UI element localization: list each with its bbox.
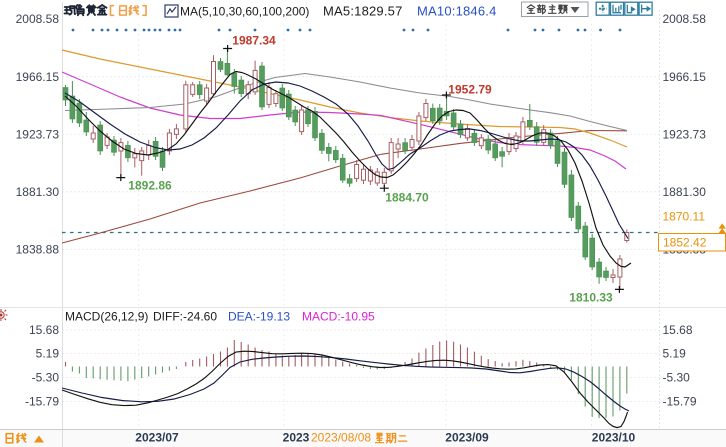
svg-text:15.68: 15.68 xyxy=(663,323,693,337)
svg-text:5.19: 5.19 xyxy=(663,347,687,361)
svg-text:2008.58: 2008.58 xyxy=(16,12,60,26)
svg-text:MACD(26,12,9): MACD(26,12,9) xyxy=(65,310,148,324)
svg-text:-15.79: -15.79 xyxy=(663,395,697,409)
svg-text:2023/10: 2023/10 xyxy=(592,430,636,444)
svg-text:DIFF:-24.60: DIFF:-24.60 xyxy=(153,310,217,324)
svg-text:1881.30: 1881.30 xyxy=(663,185,707,199)
svg-text:1923.73: 1923.73 xyxy=(663,127,707,141)
svg-text:2023/09: 2023/09 xyxy=(445,430,489,444)
svg-text:2023/08/08: 2023/08/08 xyxy=(311,430,371,444)
svg-text:MA10:1846.4: MA10:1846.4 xyxy=(417,4,497,19)
svg-text:-5.30: -5.30 xyxy=(663,371,691,385)
svg-text:5.19: 5.19 xyxy=(36,347,60,361)
svg-text:1987.34: 1987.34 xyxy=(232,34,276,48)
svg-text:1966.15: 1966.15 xyxy=(16,70,60,84)
svg-text:1881.30: 1881.30 xyxy=(16,185,60,199)
svg-text:1852.42: 1852.42 xyxy=(663,236,707,250)
svg-text:-5.30: -5.30 xyxy=(32,371,60,385)
svg-text:1810.33: 1810.33 xyxy=(569,291,613,305)
svg-text:1884.70: 1884.70 xyxy=(385,191,429,205)
svg-text:1952.79: 1952.79 xyxy=(448,83,492,97)
svg-text:MACD:-10.95: MACD:-10.95 xyxy=(302,310,375,324)
svg-text:1923.73: 1923.73 xyxy=(16,127,60,141)
svg-text:1870.11: 1870.11 xyxy=(663,210,706,224)
svg-text:15.68: 15.68 xyxy=(29,323,59,337)
svg-text:-15.79: -15.79 xyxy=(25,395,59,409)
svg-text:DEA:-19.13: DEA:-19.13 xyxy=(228,310,290,324)
svg-text:2008.58: 2008.58 xyxy=(663,12,707,26)
svg-text:2023: 2023 xyxy=(283,430,310,444)
svg-text:MA5:1829.57: MA5:1829.57 xyxy=(323,4,403,19)
svg-text:1838.88: 1838.88 xyxy=(16,243,60,257)
svg-text:1892.86: 1892.86 xyxy=(128,179,172,193)
svg-text:2023/07: 2023/07 xyxy=(135,430,179,444)
svg-text:1966.15: 1966.15 xyxy=(663,70,707,84)
svg-text:MA(5,10,30,60,100,200): MA(5,10,30,60,100,200) xyxy=(180,5,309,19)
